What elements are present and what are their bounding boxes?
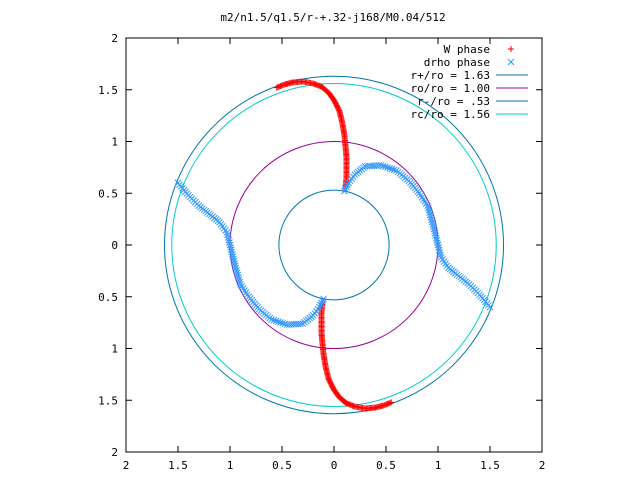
x-tick-label: 1 xyxy=(435,459,442,472)
data-point xyxy=(381,163,389,171)
legend-label: ro/ro = 1.00 xyxy=(411,82,490,95)
series-w-phase xyxy=(273,78,395,412)
legend-label: drho phase xyxy=(424,56,490,69)
data-point xyxy=(283,321,291,329)
y-tick-label: 0.5 xyxy=(98,291,118,304)
y-tick-label: 0 xyxy=(111,239,118,252)
data-point xyxy=(277,319,284,326)
y-tick-label: 1.5 xyxy=(98,84,118,97)
data-point xyxy=(384,164,391,171)
data-point xyxy=(437,251,444,259)
data-point xyxy=(224,231,231,239)
radius-circle xyxy=(171,83,497,407)
data-point xyxy=(281,320,289,328)
data-point xyxy=(226,241,234,249)
data-point xyxy=(486,303,494,311)
y-tick-label: 2 xyxy=(111,32,118,45)
y-tick-label: 2 xyxy=(111,446,118,459)
data-point xyxy=(270,316,278,324)
data-point xyxy=(435,246,443,254)
axis-ticks: 2 1.5 1 0.5 0 0.5 1 1.5 221.510.500.511.52 xyxy=(98,32,545,472)
legend-label: r-/ro = .53 xyxy=(417,95,490,108)
data-point xyxy=(342,185,349,193)
y-tick-label: 0.5 xyxy=(98,187,118,200)
x-tick-label: 0 xyxy=(331,459,338,472)
data-point xyxy=(341,187,348,195)
data-point xyxy=(317,301,324,309)
x-tick-label: 2 xyxy=(123,459,130,472)
data-point xyxy=(435,244,442,251)
data-point xyxy=(388,165,396,173)
data-point xyxy=(226,239,233,246)
x-tick-label: 0.5 xyxy=(272,459,292,472)
y-tick-label: 1.5 xyxy=(98,394,118,407)
radius-circle xyxy=(229,141,439,349)
data-series xyxy=(174,78,494,412)
data-point xyxy=(279,319,287,327)
y-tick-label: 1 xyxy=(111,136,118,149)
y-tick-label: 1 xyxy=(111,343,118,356)
data-point xyxy=(318,299,325,307)
legend-label: r+/ro = 1.63 xyxy=(411,69,490,82)
data-point xyxy=(224,234,232,241)
data-point xyxy=(174,179,182,187)
data-point xyxy=(390,166,398,174)
legend-label: W phase xyxy=(444,43,490,56)
data-point xyxy=(344,181,351,189)
x-tick-label: 0.5 xyxy=(376,459,396,472)
data-point xyxy=(379,162,387,170)
radius-circle xyxy=(278,189,390,301)
data-point xyxy=(225,236,233,244)
x-tick-label: 1.5 xyxy=(480,459,500,472)
data-point xyxy=(274,318,282,326)
data-point xyxy=(272,317,280,325)
data-point xyxy=(434,241,442,249)
chart-title: m2/n1.5/q1.5/r-+.32-j168/M0.04/512 xyxy=(220,11,445,24)
x-tick-label: 2 xyxy=(539,459,546,472)
x-tick-label: 1.5 xyxy=(168,459,188,472)
legend-label: rc/ro = 1.56 xyxy=(411,108,490,121)
data-point xyxy=(320,295,327,303)
x-tick-label: 1 xyxy=(227,459,234,472)
legend-marker xyxy=(508,46,514,52)
radius-circles xyxy=(163,75,505,415)
legend-marker xyxy=(507,58,515,66)
data-point xyxy=(386,164,394,172)
data-point xyxy=(377,161,385,169)
radius-circle xyxy=(163,75,505,415)
data-point xyxy=(319,297,326,305)
data-point xyxy=(436,249,444,256)
series-drho-phase xyxy=(174,161,494,329)
data-point xyxy=(343,183,350,191)
